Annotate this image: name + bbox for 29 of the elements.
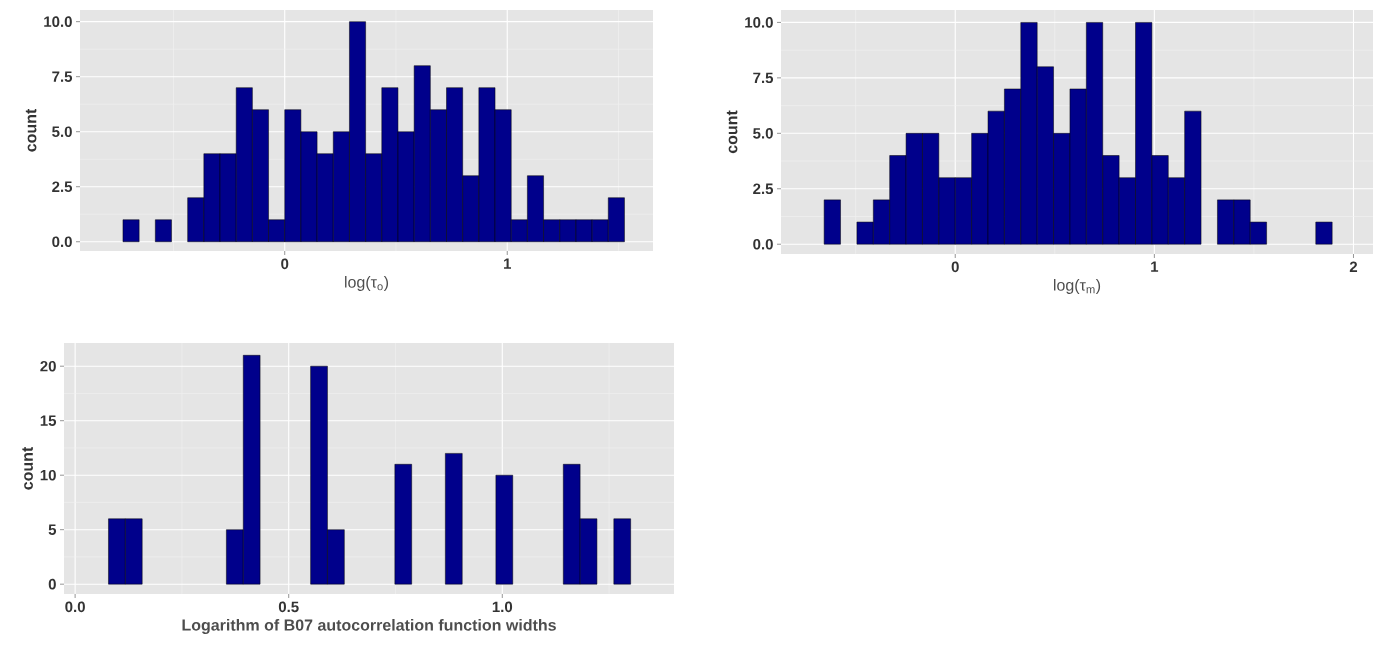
x-tick-label: 2 bbox=[1349, 261, 1358, 272]
y-tick-label: 10.0 bbox=[745, 17, 773, 28]
x-tick-label: 1.0 bbox=[492, 601, 513, 613]
x-axis-title: log(τ$_{m}$) bbox=[1054, 279, 1101, 294]
y-tick-label: 5 bbox=[48, 524, 57, 535]
y-tick-label: 0 bbox=[48, 578, 56, 590]
y-tick-label: 10.0 bbox=[44, 16, 72, 27]
y-axis-title: count bbox=[726, 110, 738, 154]
y-tick-label: 7.5 bbox=[753, 72, 774, 84]
x-tick-label: 0.5 bbox=[278, 601, 299, 613]
y-axis-title: count bbox=[22, 446, 33, 490]
y-tick-label: 2.5 bbox=[753, 183, 774, 195]
y-tick-label: 10 bbox=[40, 469, 56, 481]
x-axis-title: log(τ$_{o}$) bbox=[345, 276, 389, 291]
y-tick-label: 0.0 bbox=[753, 238, 773, 250]
y-tick-label: 0.0 bbox=[52, 236, 72, 248]
x-tick-label: 0 bbox=[951, 261, 959, 273]
y-tick-label: 5.0 bbox=[52, 126, 72, 138]
x-tick-label: 1 bbox=[504, 258, 511, 269]
x-tick-label: 1 bbox=[1151, 261, 1159, 272]
y-tick-label: 2.5 bbox=[52, 181, 73, 193]
x-axis-title: Logarithm of B07 autocorrelation function widths bbox=[182, 619, 556, 634]
y-tick-label: 5.0 bbox=[753, 128, 773, 139]
y-tick-label: 7.5 bbox=[52, 71, 73, 82]
y-tick-label: 15 bbox=[40, 415, 57, 426]
y-axis-title: count bbox=[25, 108, 37, 152]
x-tick-label: 0 bbox=[281, 258, 289, 270]
x-tick-label: 0.0 bbox=[65, 601, 85, 613]
y-tick-label: 20 bbox=[40, 360, 56, 372]
